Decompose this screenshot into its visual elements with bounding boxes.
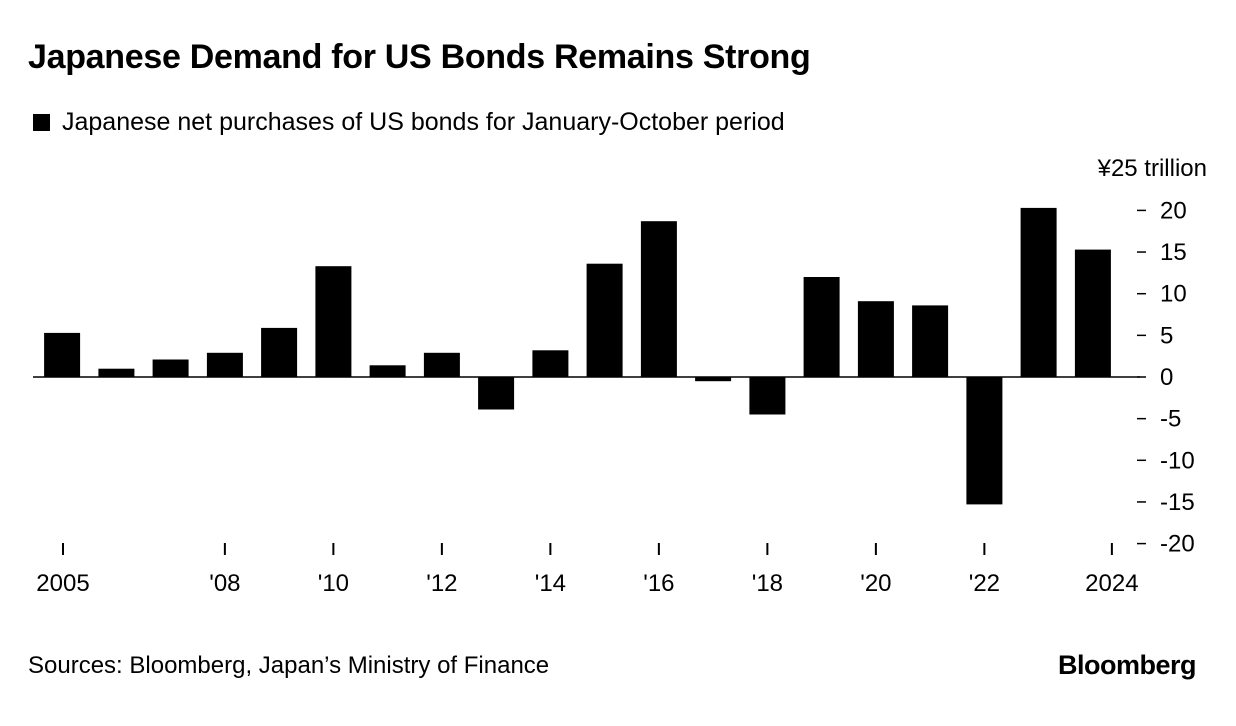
bar-2007 [152, 359, 189, 377]
bar-2016 [640, 221, 677, 377]
y-tick-label: 10 [1160, 281, 1187, 308]
bar-2009 [261, 327, 298, 377]
bar-2023 [1020, 207, 1057, 377]
bar-2014 [532, 350, 569, 377]
x-tick-label: '18 [752, 570, 783, 597]
y-tick-label: -20 [1160, 531, 1195, 558]
bar-2015 [586, 263, 623, 377]
x-tick-label: '14 [535, 570, 566, 597]
bloomberg-logo: Bloomberg [1057, 650, 1197, 680]
y-axis-unit-label: ¥25 trillion [1097, 155, 1207, 182]
legend-label: Japanese net purchases of US bonds for J… [62, 108, 785, 136]
y-tick-label: -5 [1160, 406, 1181, 433]
bar-2008 [206, 352, 243, 377]
bar-2022 [966, 377, 1003, 505]
x-tick-label: 2005 [36, 570, 89, 597]
y-tick-label: -10 [1160, 447, 1195, 474]
x-tick-label: '20 [860, 570, 891, 597]
bar-2010 [315, 266, 352, 377]
bar-2019 [803, 277, 840, 377]
x-tick-label: '16 [643, 570, 674, 597]
bar-2012 [423, 352, 460, 377]
bar-2005 [44, 332, 81, 377]
bar-2013 [478, 377, 515, 410]
x-tick-label: '12 [426, 570, 457, 597]
x-tick-label: '08 [209, 570, 240, 597]
y-tick-label: 5 [1160, 322, 1173, 349]
y-tick-label: -15 [1160, 489, 1195, 516]
chart-title: Japanese Demand for US Bonds Remains Str… [28, 38, 811, 76]
bar-2020 [857, 301, 894, 377]
legend-swatch [33, 114, 50, 131]
bar-2021 [912, 305, 949, 377]
y-tick-label: 20 [1160, 197, 1187, 224]
x-tick-label: '10 [318, 570, 349, 597]
bar-2024 [1074, 249, 1111, 377]
y-tick-label: 0 [1160, 364, 1173, 391]
bar-2017 [695, 377, 732, 382]
bar-2006 [98, 368, 135, 377]
x-tick-label: '22 [969, 570, 1000, 597]
bar-2018 [749, 377, 786, 415]
y-tick-label: 15 [1160, 239, 1187, 266]
x-tick-label: 2024 [1085, 570, 1138, 597]
source-note: Sources: Bloomberg, Japan’s Ministry of … [28, 652, 550, 679]
bar-2011 [369, 365, 406, 377]
legend: Japanese net purchases of US bonds for J… [33, 108, 785, 137]
